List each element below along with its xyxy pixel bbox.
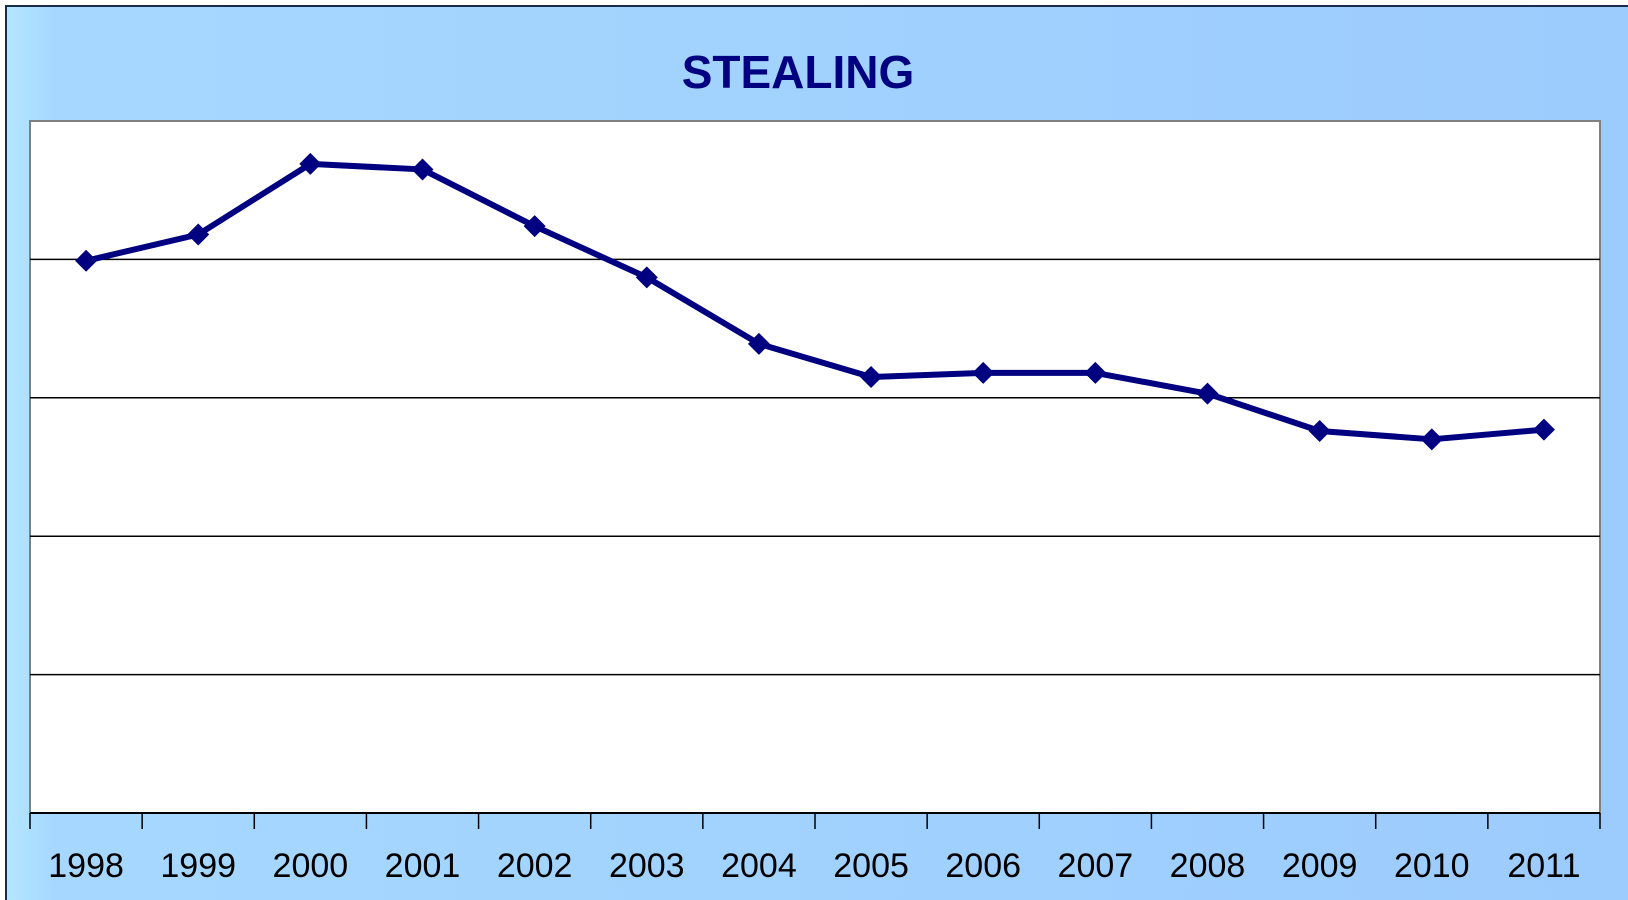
x-tick-label: 2006 — [945, 847, 1021, 885]
x-tick-label: 2007 — [1058, 847, 1134, 885]
marker — [523, 215, 546, 238]
x-tick-label: 2011 — [1507, 847, 1580, 885]
chart-title: STEALING — [682, 46, 915, 98]
x-tick-label: 2005 — [833, 847, 909, 885]
marker — [1196, 382, 1219, 405]
marker — [1308, 420, 1331, 443]
marker — [860, 366, 883, 389]
x-tick-label: 2000 — [273, 847, 349, 885]
marker — [187, 223, 210, 246]
marker — [747, 332, 770, 355]
marker — [972, 361, 995, 384]
marker — [635, 266, 658, 289]
marker — [75, 249, 98, 272]
line — [85, 160, 1545, 443]
marker — [1084, 361, 1107, 384]
x-tick-label: 2010 — [1394, 847, 1470, 885]
x-tick-label: 1998 — [48, 847, 124, 885]
x-tick-label: 2004 — [721, 847, 797, 885]
x-tick-label: 1999 — [160, 847, 236, 885]
x-tick-label: 2002 — [497, 847, 573, 885]
x-tick-label: 2008 — [1170, 847, 1246, 885]
marker — [299, 152, 322, 175]
marker — [1420, 428, 1443, 451]
marker — [1532, 418, 1555, 441]
plot-area — [29, 120, 1601, 814]
x-tick-label: 2009 — [1282, 847, 1358, 885]
x-tick-label: 2001 — [385, 847, 461, 885]
marker — [411, 158, 434, 181]
x-tick-label: 2003 — [609, 847, 685, 885]
